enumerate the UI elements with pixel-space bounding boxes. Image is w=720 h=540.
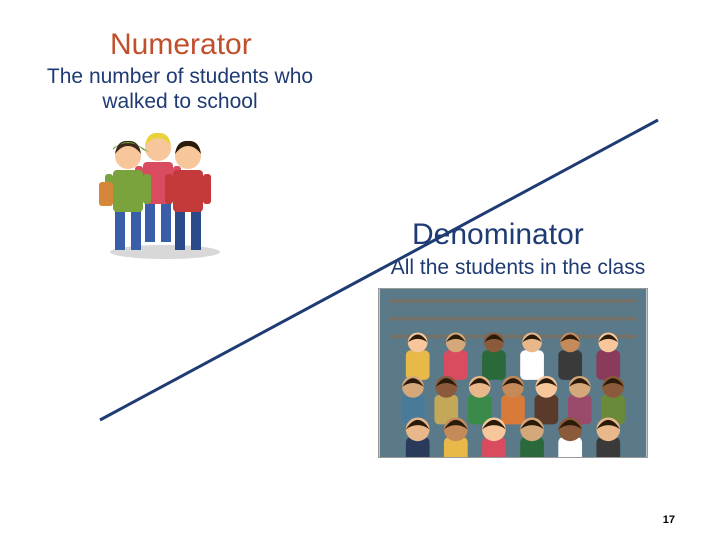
numerator-description: The number of students who walked to sch… [40,64,320,114]
numerator-title: Numerator [110,28,252,62]
walking-students-illustration [90,120,240,260]
page-number: 17 [663,514,675,526]
class-photo-illustration [378,288,648,458]
denominator-title: Denominator [412,218,584,252]
denominator-description: All the students in the class [358,256,678,280]
